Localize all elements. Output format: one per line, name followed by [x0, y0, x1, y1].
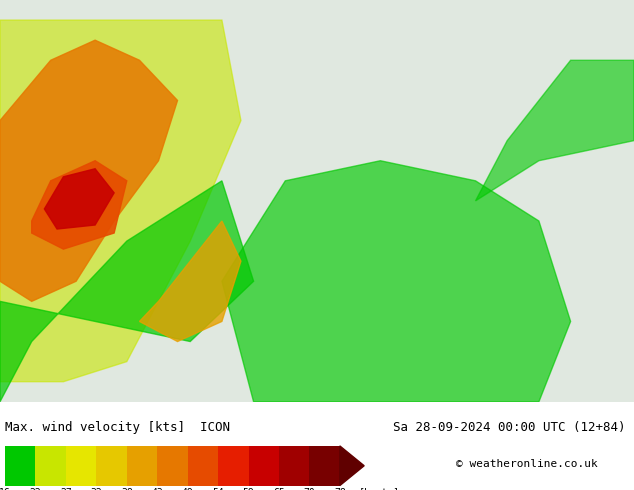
Polygon shape [139, 221, 241, 342]
Text: 78: 78 [334, 488, 346, 490]
Text: 54: 54 [212, 488, 224, 490]
Text: 16: 16 [0, 488, 11, 490]
Text: 32: 32 [91, 488, 102, 490]
Bar [188, 446, 218, 486]
Polygon shape [476, 60, 634, 201]
Text: 22: 22 [30, 488, 41, 490]
Polygon shape [44, 169, 114, 229]
Text: 65: 65 [273, 488, 285, 490]
Text: Max. wind velocity [kts]  ICON: Max. wind velocity [kts] ICON [5, 421, 230, 434]
Text: 38: 38 [121, 488, 133, 490]
Text: 59: 59 [243, 488, 254, 490]
Text: © weatheronline.co.uk: © weatheronline.co.uk [456, 459, 598, 468]
Text: Sa 28-09-2024 00:00 UTC (12+84): Sa 28-09-2024 00:00 UTC (12+84) [393, 421, 626, 434]
Polygon shape [32, 161, 127, 249]
Polygon shape [0, 20, 241, 382]
Text: 70: 70 [304, 488, 315, 490]
Bar [5, 446, 36, 486]
Text: [knots]: [knots] [359, 488, 400, 490]
Bar [36, 446, 66, 486]
Text: 43: 43 [152, 488, 163, 490]
Bar [157, 446, 188, 486]
Bar [96, 446, 127, 486]
Polygon shape [340, 446, 364, 486]
Polygon shape [0, 181, 254, 402]
Bar [279, 446, 309, 486]
Polygon shape [0, 40, 178, 301]
Bar [66, 446, 96, 486]
Bar [127, 446, 157, 486]
Bar [309, 446, 340, 486]
Polygon shape [222, 161, 571, 402]
Text: 49: 49 [182, 488, 193, 490]
Bar [249, 446, 279, 486]
Text: 27: 27 [60, 488, 72, 490]
Bar [218, 446, 249, 486]
